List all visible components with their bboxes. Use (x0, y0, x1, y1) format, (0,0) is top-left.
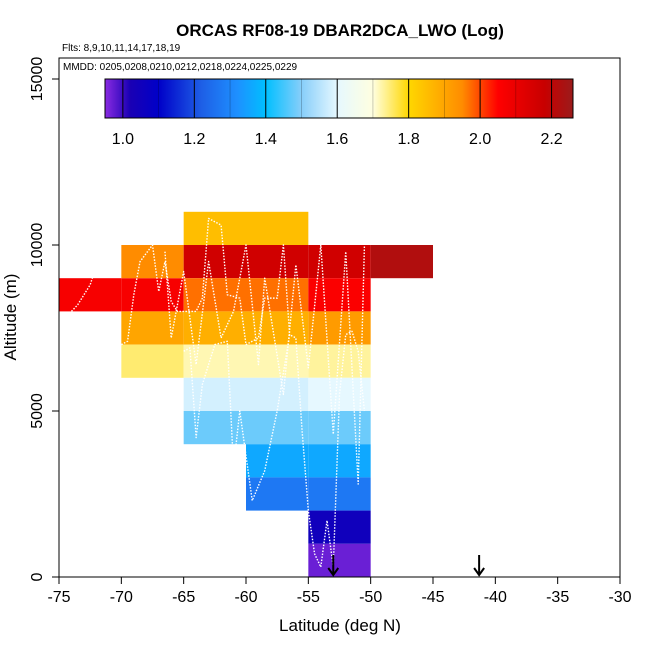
colorbar-bar (104, 78, 574, 119)
heatmap-cell (183, 377, 246, 411)
x-tick-label: -75 (47, 589, 70, 606)
heatmap-cell (246, 477, 309, 511)
heatmap-cell (308, 278, 371, 312)
x-tick-label: -70 (110, 589, 133, 606)
x-tick-label: -55 (297, 589, 320, 606)
heatmap-cell (308, 543, 371, 577)
heatmap-cell (183, 311, 246, 345)
heatmap-cell (246, 311, 309, 345)
chart-title: ORCAS RF08-19 DBAR2DCA_LWO (Log) (176, 21, 504, 40)
colorbar-tick-label: 1.2 (183, 131, 205, 148)
heatmap-cell (246, 444, 309, 478)
heatmap-cell (121, 344, 184, 378)
x-tick-label: -40 (484, 589, 507, 606)
colorbar-tick-label: 1.0 (112, 131, 134, 148)
heatmap-cell (183, 245, 246, 279)
flight-track (58, 527, 61, 578)
x-axis-label: Latitude (deg N) (279, 616, 401, 635)
heatmap-cell (246, 211, 309, 245)
plot-frame (58, 57, 621, 578)
heatmap-cell (121, 311, 184, 345)
x-tick-label: -30 (608, 589, 631, 606)
heatmap-cell (246, 377, 309, 411)
heatmap-cell (308, 477, 371, 511)
colorbar-tick-label: 2.2 (540, 131, 562, 148)
heatmap-cell (246, 344, 309, 378)
colorbar-tick-label: 2.0 (469, 131, 491, 148)
colorbar: 1.0 1.2 1.4 1.6 1.8 2.0 2.2 (104, 78, 574, 148)
flight-track (70, 244, 104, 312)
heatmap-cells (59, 211, 433, 577)
flights-subtitle: Flts: 8,9,10,11,14,17,18,19 (62, 43, 181, 54)
heatmap-cell (308, 510, 371, 544)
heatmap-cell (246, 411, 309, 445)
y-tick-label: 10000 (29, 223, 46, 268)
flight-track (183, 330, 366, 568)
down-arrow-icon (327, 567, 340, 577)
colorbar-tick-label: 1.8 (398, 131, 420, 148)
heatmap-cell (183, 411, 246, 445)
heatmap-cell (121, 245, 184, 279)
y-tick-label: 0 (29, 572, 46, 581)
heatmap-cell (308, 245, 371, 279)
x-tick-label: -60 (234, 589, 257, 606)
down-arrow-icon (473, 567, 485, 577)
heatmap-cell (183, 211, 246, 245)
colorbar-tick-label: 1.4 (255, 131, 277, 148)
heatmap-cell (370, 245, 433, 279)
y-axis-label: Altitude (m) (1, 274, 20, 361)
x-tick-label: -65 (172, 589, 195, 606)
markers (327, 555, 485, 577)
heatmap-cell (183, 344, 246, 378)
colorbar-tick-label: 1.6 (326, 131, 348, 148)
heatmap-cell (308, 444, 371, 478)
flight-track (121, 217, 291, 346)
y-tick-label: 5000 (29, 393, 46, 429)
y-tick-label: 15000 (29, 57, 46, 102)
flight-track (164, 244, 366, 485)
flight-tracks (58, 217, 366, 578)
heatmap-cell (308, 411, 371, 445)
x-tick-label: -45 (421, 589, 444, 606)
x-axis: -75 -70 -65 -60 -55 -50 -45 -40 -35 -30 (47, 577, 632, 606)
heatmap-cell (183, 278, 246, 312)
dates-subtitle: MMDD: 0205,0208,0210,0212,0218,0224,0225… (63, 62, 298, 73)
y-axis: 0 5000 10000 15000 (29, 57, 59, 581)
x-tick-label: -50 (359, 589, 382, 606)
heatmap-cell (246, 245, 309, 279)
x-tick-label: -35 (546, 589, 569, 606)
